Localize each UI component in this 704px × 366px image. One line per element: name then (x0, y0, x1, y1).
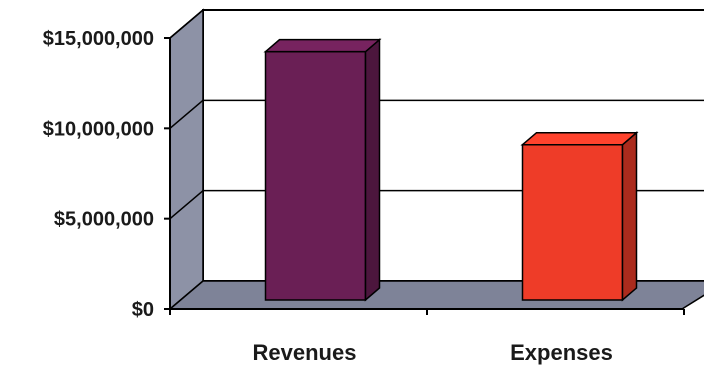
bar-front (264, 50, 367, 301)
gridline-side (169, 190, 204, 220)
gridline-side (169, 99, 204, 129)
bar-side (364, 38, 381, 302)
x-tick-label: Expenses (510, 340, 613, 365)
x-tick-labels: Revenues Expenses (253, 340, 613, 365)
bar-front (521, 143, 624, 301)
bar-side (621, 131, 638, 302)
y-tick-label: $15,000,000 (43, 28, 154, 50)
bar-top (520, 131, 639, 146)
gridline-side (169, 9, 204, 39)
bar-expenses (520, 131, 639, 302)
y-tick-label: $10,000,000 (43, 118, 154, 140)
bars (263, 38, 639, 302)
axes (164, 37, 685, 315)
bar-revenues (263, 38, 382, 302)
side-wall (169, 8, 204, 311)
y-tick-label: $0 (132, 299, 154, 321)
x-tick-label: Revenues (253, 340, 357, 365)
y-tick-label: $5,000,000 (54, 209, 154, 231)
y-tick-labels: $0 $5,000,000 $10,000,000 $15,000,000 (43, 28, 154, 321)
bar-top (263, 38, 382, 53)
